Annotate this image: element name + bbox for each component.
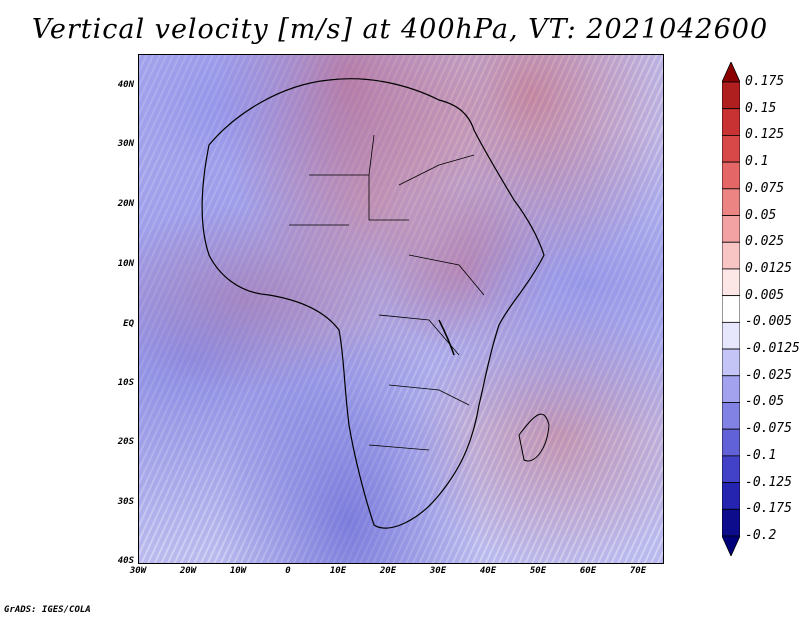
lon-label-30e: 30E xyxy=(429,566,447,576)
colorbar-label: -0.005 xyxy=(745,314,792,330)
map-plot-area xyxy=(138,54,664,564)
colorbar-label: -0.05 xyxy=(745,394,785,410)
colorbar-label: 0.175 xyxy=(745,74,785,89)
colorbar-label: 0.1 xyxy=(745,154,769,170)
colorbar-label: -0.2 xyxy=(745,528,777,543)
colorbar-label: -0.075 xyxy=(745,421,792,437)
colorbar-label: 0.025 xyxy=(745,234,785,250)
colorbar-segment xyxy=(722,81,740,110)
lon-label-10e: 10E xyxy=(329,566,347,576)
lon-label-30w: 30W xyxy=(129,566,147,576)
colorbar-label: 0.005 xyxy=(745,287,785,303)
colorbar-segment xyxy=(722,161,740,190)
lon-label-60e: 60E xyxy=(579,566,597,576)
colorbar-label: 0.0125 xyxy=(745,260,792,276)
colorbar-label: 0.125 xyxy=(745,127,785,143)
colorbar-label: -0.0125 xyxy=(745,341,800,357)
lon-label-40e: 40E xyxy=(479,566,497,576)
lon-label-70e: 70E xyxy=(629,566,647,576)
colorbar-segment xyxy=(722,428,740,457)
lat-label-40s: 40S xyxy=(117,556,134,566)
colorbar-segment xyxy=(722,295,740,323)
lon-label-50e: 50E xyxy=(529,566,547,576)
lat-label-30s: 30S xyxy=(117,497,134,507)
colorbar-label: -0.125 xyxy=(745,474,792,490)
colorbar-segment xyxy=(722,375,740,403)
lat-label-10s: 10S xyxy=(117,378,134,388)
lon-label-20e: 20E xyxy=(379,566,397,576)
colorbar-label: 0.15 xyxy=(745,100,777,116)
colorbar-segment xyxy=(722,508,740,537)
colorbar-segment xyxy=(722,241,740,270)
lon-label-0: 0 xyxy=(285,566,291,576)
lat-label-20s: 20S xyxy=(117,437,134,447)
colorbar xyxy=(722,62,740,556)
colorbar-label: 0.05 xyxy=(745,207,777,223)
colorbar-segment xyxy=(722,348,740,377)
colorbar-segment xyxy=(722,321,740,350)
map-title: Vertical velocity [m/s] at 400hPa, VT: 2… xyxy=(31,14,769,45)
colorbar-segment xyxy=(722,135,740,163)
lat-label-20n: 20N xyxy=(117,199,134,209)
colorbar-segment xyxy=(722,455,740,483)
colorbar-label: -0.1 xyxy=(745,447,777,463)
colorbar-segment xyxy=(722,268,740,297)
lat-label-10n: 10N xyxy=(117,259,134,269)
grads-credit: GrADS: IGES/COLA xyxy=(4,605,91,615)
colorbar-segment xyxy=(722,188,740,216)
colorbar-bottom-arrow xyxy=(722,535,740,556)
colorbar-label: -0.175 xyxy=(745,501,792,517)
lon-label-10w: 10W xyxy=(229,566,247,576)
colorbar-segment xyxy=(722,108,740,136)
colorbar-label: -0.025 xyxy=(745,367,792,383)
africa-coastline-outline xyxy=(201,78,550,529)
lat-label-eq: EQ xyxy=(123,319,134,329)
lon-label-20w: 20W xyxy=(179,566,197,576)
colorbar-segment xyxy=(722,215,740,243)
colorbar-segment xyxy=(722,482,740,510)
colorbar-label: 0.075 xyxy=(745,180,785,196)
colorbar-segment xyxy=(722,402,740,430)
colorbar-top-arrow xyxy=(722,62,740,83)
lat-label-40n: 40N xyxy=(117,80,134,90)
lat-label-30n: 30N xyxy=(117,139,134,149)
